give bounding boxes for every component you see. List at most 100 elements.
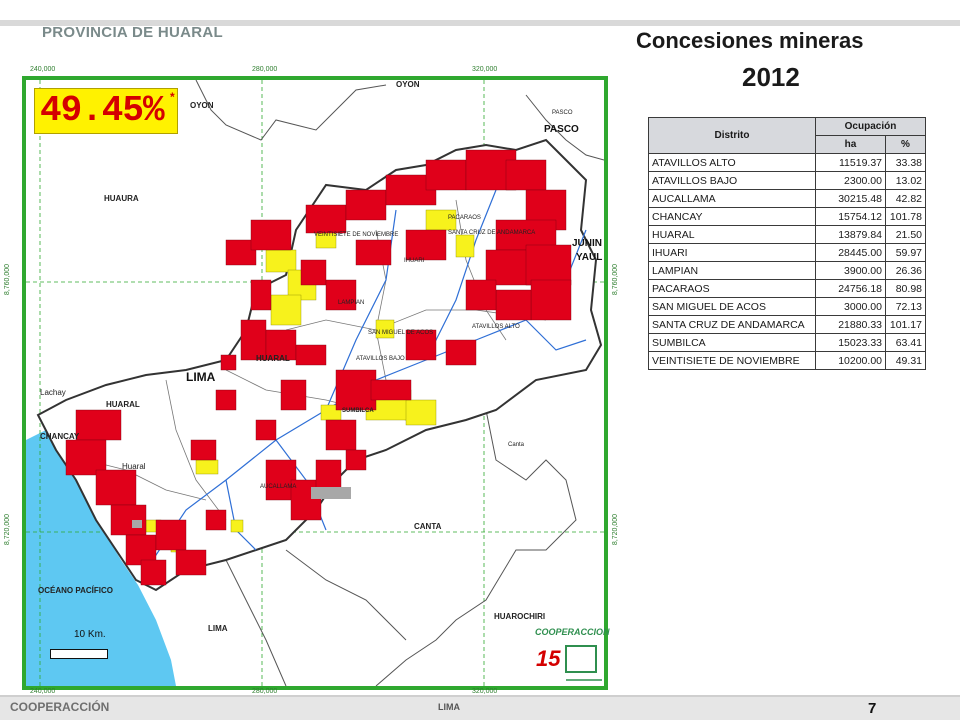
district-ha: 11519.37 xyxy=(815,153,886,172)
district-name: AUCALLAMA xyxy=(648,189,816,208)
coord-bottom-1: 240,000 xyxy=(30,688,56,695)
label-oyon-top: OYON xyxy=(396,80,420,89)
table-row: SUMBILCA 15023.33 63.41 xyxy=(648,333,926,352)
label-atavillos-alto: ATAVILLOS ALTO xyxy=(472,324,520,330)
district-ha: 30215.48 xyxy=(815,189,886,208)
district-ha: 24756.18 xyxy=(815,279,886,298)
label-canta: CANTA xyxy=(414,522,442,531)
district-pct: 21.50 xyxy=(885,225,926,244)
label-pasco-small: PASCO xyxy=(552,110,573,116)
label-ihuari: IHUARI xyxy=(404,258,425,264)
table-row: SAN MIGUEL DE ACOS 3000.00 72.13 xyxy=(648,297,926,316)
province-map xyxy=(26,80,604,686)
label-junin: JUNIN xyxy=(572,238,603,249)
coord-left-2: 8,720,000 xyxy=(4,513,12,546)
district-name: SANTA CRUZ DE ANDAMARCA xyxy=(648,315,816,334)
concessions-red xyxy=(65,149,572,586)
label-huaura: HUAURA xyxy=(104,194,139,203)
table-row: ATAVILLOS BAJO 2300.00 13.02 xyxy=(648,171,926,190)
coord-right-2: 8,720,000 xyxy=(612,513,620,546)
header-occupation: Ocupación xyxy=(815,117,926,136)
label-pacaraos: PACARAOS xyxy=(448,215,481,221)
header-pct: % xyxy=(885,135,926,154)
label-lachay: Lachay xyxy=(40,388,66,397)
table-row: ATAVILLOS ALTO 11519.37 33.38 xyxy=(648,153,926,172)
district-name: VEINTISIETE DE NOVIEMBRE xyxy=(648,351,816,370)
label-lampian: LAMPIAN xyxy=(338,300,365,306)
grey-patches xyxy=(132,487,351,528)
district-name: CHANCAY xyxy=(648,207,816,226)
district-ha: 13879.84 xyxy=(815,225,886,244)
district-name: HUARAL xyxy=(648,225,816,244)
label-santa-cruz: SANTA CRUZ DE ANDAMARCA xyxy=(448,230,536,236)
table-row: HUARAL 13879.84 21.50 xyxy=(648,225,926,244)
footer-lima: LIMA xyxy=(438,702,460,712)
coord-top-2: 280,000 xyxy=(252,66,278,73)
table-row: LAMPIAN 3900.00 26.36 xyxy=(648,261,926,280)
province-title: PROVINCIA DE HUARAL xyxy=(42,24,223,41)
district-pct: 33.38 xyxy=(885,153,926,172)
table-row: PACARAOS 24756.18 80.98 xyxy=(648,279,926,298)
table-row: SANTA CRUZ DE ANDAMARCA 21880.33 101.17 xyxy=(648,315,926,334)
district-pct: 59.97 xyxy=(885,243,926,262)
cooperaccion-logo-icon: 15 xyxy=(536,645,602,681)
title-line-1: Concesiones mineras xyxy=(636,28,864,53)
district-pct: 72.13 xyxy=(885,297,926,316)
district-name: LAMPIAN xyxy=(648,261,816,280)
district-ha: 28445.00 xyxy=(815,243,886,262)
coord-top-3: 320,000 xyxy=(472,66,498,73)
scale-label: 10 Km. xyxy=(74,629,106,640)
table-row: AUCALLAMA 30215.48 42.82 xyxy=(648,189,926,208)
label-oyon-left: OYON xyxy=(190,101,214,110)
coord-top-1: 240,000 xyxy=(30,66,56,73)
coord-bottom-2: 280,000 xyxy=(252,688,278,695)
top-bar xyxy=(0,20,960,26)
district-pct: 101.78 xyxy=(885,207,926,226)
table-row: IHUARI 28445.00 59.97 xyxy=(648,243,926,262)
district-ha: 15754.12 xyxy=(815,207,886,226)
coord-right-1: 8,760,000 xyxy=(612,263,620,296)
footer-bar xyxy=(0,695,960,720)
percentage-star: * xyxy=(170,90,175,104)
percentage-box xyxy=(34,88,178,134)
district-name: PACARAOS xyxy=(648,279,816,298)
header-district: Distrito xyxy=(648,117,816,154)
percentage-value: 49.45% xyxy=(40,90,165,131)
label-huaral-lower: Huaral xyxy=(122,462,146,471)
district-ha: 3000.00 xyxy=(815,297,886,316)
label-sumbilca: SUMBILCA xyxy=(342,408,374,414)
coord-bottom-3: 320,000 xyxy=(472,688,498,695)
table-row: VEINTISIETE DE NOVIEMBRE 10200.00 49.31 xyxy=(648,351,926,370)
district-name: ATAVILLOS BAJO xyxy=(648,171,816,190)
district-name: IHUARI xyxy=(648,243,816,262)
ocean xyxy=(26,415,176,686)
cooperaccion-logo: COOPERACCION xyxy=(535,627,610,637)
label-veintisiete: VEINTISIETE DE NOVIEMBRE xyxy=(314,232,399,238)
district-name: SUMBILCA xyxy=(648,333,816,352)
label-yauli: YAUL xyxy=(576,252,603,263)
label-huaral-district: HUARAL xyxy=(256,354,290,363)
header-ha: ha xyxy=(815,135,886,154)
label-chancay: CHANCAY xyxy=(40,432,80,441)
label-lima: LIMA xyxy=(186,370,216,384)
district-ha: 10200.00 xyxy=(815,351,886,370)
district-pct: 42.82 xyxy=(885,189,926,208)
label-canta-small: Canta xyxy=(508,442,525,448)
title-line-2: 2012 xyxy=(742,62,800,92)
scale-bar xyxy=(50,649,108,659)
district-pct: 13.02 xyxy=(885,171,926,190)
district-pct: 26.36 xyxy=(885,261,926,280)
table-row: CHANCAY 15754.12 101.78 xyxy=(648,207,926,226)
district-ha: 21880.33 xyxy=(815,315,886,334)
label-oceano: OCÉANO PACÍFICO xyxy=(38,586,113,595)
label-aucallama: AUCALLAMA xyxy=(260,484,297,490)
district-pct: 49.31 xyxy=(885,351,926,370)
district-ha: 3900.00 xyxy=(815,261,886,280)
label-huaral-city: HUARAL xyxy=(106,400,140,409)
page-number: 7 xyxy=(868,700,877,717)
label-lima-bottom: LIMA xyxy=(208,624,228,633)
label-san-miguel: SAN MIGUEL DE ACOS xyxy=(368,330,434,336)
label-huarochiri: HUAROCHIRI xyxy=(494,612,546,621)
district-name: SAN MIGUEL DE ACOS xyxy=(648,297,816,316)
footer-brand: COOPERACCIÓN xyxy=(10,700,110,714)
